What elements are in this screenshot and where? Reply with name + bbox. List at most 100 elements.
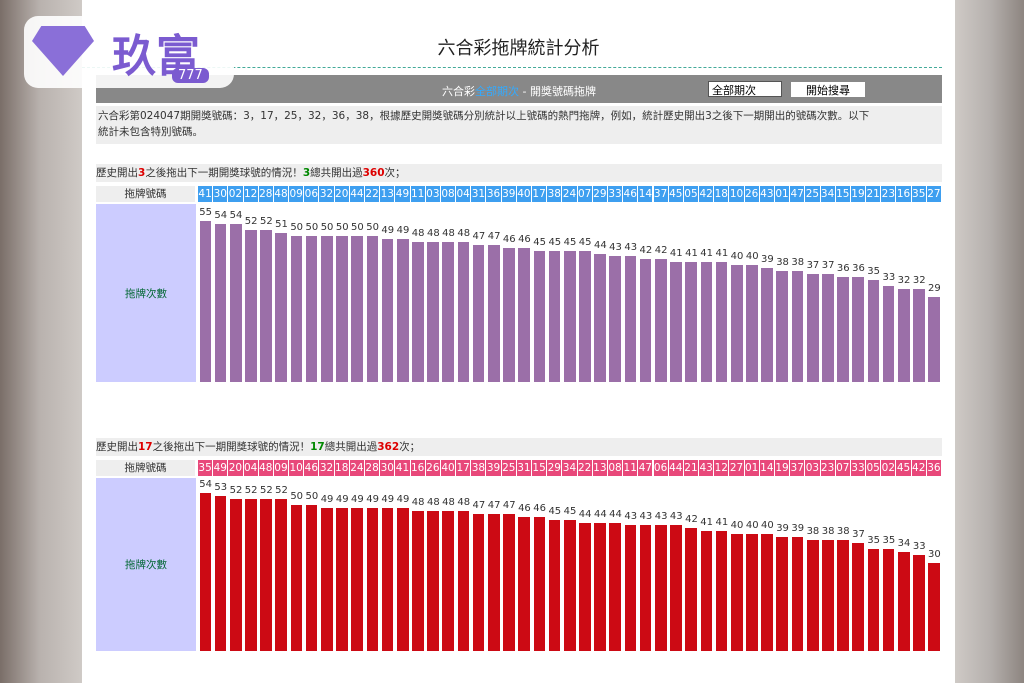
bar <box>882 285 895 382</box>
data-label: 33 <box>882 271 896 283</box>
bar <box>457 510 470 651</box>
number-cell: 08 <box>440 186 457 202</box>
chart: 歷史開出17之後拖出下一期開獎球號的情況！17總共開出過362次； 拖牌號碼 拖牌次… <box>96 438 942 651</box>
heading-part: 總共開出過 <box>324 441 378 453</box>
bar <box>624 525 637 651</box>
data-label: 54 <box>229 210 243 222</box>
number-cell: 30 <box>213 186 229 202</box>
data-label: 50 <box>320 222 334 233</box>
heading-part: 360 <box>362 167 385 179</box>
data-label: 52 <box>259 216 273 228</box>
data-label: 46 <box>518 502 531 514</box>
data-label: 48 <box>457 227 471 239</box>
data-label: 50 <box>290 491 304 502</box>
data-label: 53 <box>214 482 228 494</box>
bar <box>822 540 834 651</box>
number-cell: 12 <box>714 460 730 476</box>
bar <box>336 236 348 382</box>
bar <box>928 563 940 651</box>
number-cell: 40 <box>516 186 533 202</box>
data-label: 48 <box>442 227 455 239</box>
heading-part: 之後拖出下一期開獎球號的情況！ <box>152 441 311 453</box>
data-label: 40 <box>745 520 759 532</box>
data-label: 49 <box>335 493 349 505</box>
heading-part: 歷史開出 <box>96 167 138 179</box>
number-cell: 23 <box>881 186 897 202</box>
period-select[interactable]: 全部期次 <box>708 81 782 97</box>
bar <box>624 256 637 382</box>
data-label: 42 <box>685 514 698 526</box>
bar <box>867 279 880 382</box>
data-label: 29 <box>928 283 941 295</box>
data-label: 45 <box>533 236 546 248</box>
heading-part: 362 <box>377 441 400 453</box>
data-label: 50 <box>305 491 319 502</box>
data-label: 35 <box>867 265 881 277</box>
data-label: 48 <box>442 496 455 508</box>
data-label: 46 <box>533 502 546 514</box>
data-label: 39 <box>791 523 805 535</box>
bar <box>427 510 439 651</box>
data-label: 45 <box>563 236 577 248</box>
bar <box>715 262 728 382</box>
number-cell: 17 <box>532 186 548 202</box>
number-cell: 15 <box>835 186 851 202</box>
number-cell: 43 <box>699 460 715 476</box>
bar <box>381 238 394 382</box>
data-label: 49 <box>381 493 395 505</box>
bar <box>609 256 622 382</box>
bar <box>260 499 272 651</box>
bar <box>730 534 743 651</box>
number-cell: 19 <box>850 186 867 202</box>
data-label: 47 <box>502 499 516 511</box>
data-label: 52 <box>259 485 273 497</box>
number-cell: 07 <box>577 186 593 202</box>
data-label: 51 <box>275 219 288 231</box>
data-label: 40 <box>745 251 759 263</box>
data-label: 48 <box>457 496 471 508</box>
bar <box>199 221 212 382</box>
number-cell: 18 <box>334 460 350 476</box>
number-cell: 15 <box>532 460 548 476</box>
number-cell: 35 <box>198 460 214 476</box>
number-cell: 13 <box>380 186 396 202</box>
number-cell: 21 <box>683 460 700 476</box>
data-label: 45 <box>578 236 592 248</box>
bar <box>761 534 773 651</box>
number-cell: 09 <box>273 460 290 476</box>
bar <box>487 244 500 382</box>
number-cell: 06 <box>653 460 669 476</box>
bar <box>457 241 470 382</box>
bar <box>655 259 667 382</box>
bar <box>487 513 500 651</box>
data-label: 47 <box>487 499 501 511</box>
bar <box>579 250 591 382</box>
number-cell: 36 <box>926 460 942 476</box>
data-label: 39 <box>776 523 789 535</box>
number-cell: 24 <box>562 186 578 202</box>
bar <box>594 253 606 382</box>
bar <box>548 250 561 382</box>
data-label: 38 <box>821 526 835 538</box>
bar <box>563 250 576 382</box>
row-label: 拖牌號碼 <box>96 186 196 202</box>
number-cell: 14 <box>759 460 775 476</box>
number-cell: 16 <box>896 186 912 202</box>
search-button[interactable]: 開始搜尋 <box>790 81 866 98</box>
number-cell: 20 <box>228 460 244 476</box>
bar <box>245 499 257 651</box>
number-cell: 30 <box>380 460 396 476</box>
data-label: 38 <box>806 526 820 538</box>
bar <box>609 522 622 651</box>
number-cell: 18 <box>714 186 730 202</box>
nav-prefix: 六合彩 <box>442 85 475 98</box>
data-label: 37 <box>806 259 820 271</box>
nav-link[interactable]: 全部期次 <box>475 85 519 98</box>
bar <box>715 531 728 651</box>
page-title: 六合彩拖牌統計分析 <box>437 38 600 59</box>
bar <box>822 273 834 382</box>
data-label: 39 <box>761 254 774 266</box>
number-cell: 11 <box>623 460 639 476</box>
number-cell: 24 <box>349 460 365 476</box>
